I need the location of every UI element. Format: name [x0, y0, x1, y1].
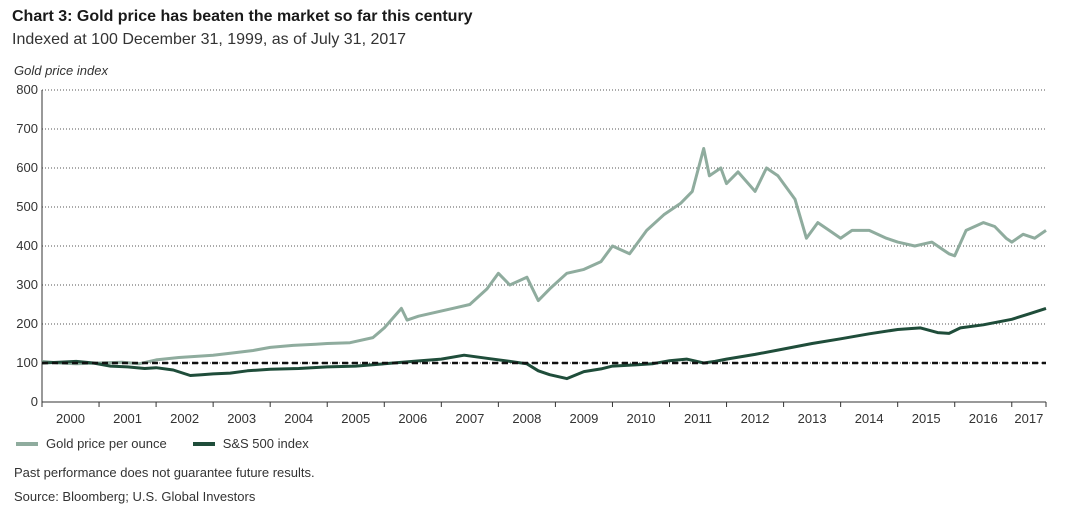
y-tick-label: 200 [16, 316, 38, 331]
x-tick-label: 2008 [512, 411, 541, 426]
x-tick-label: 2000 [56, 411, 85, 426]
legend-swatch-sp [192, 441, 215, 446]
x-tick-label: 2005 [341, 411, 370, 426]
y-tick-label: 600 [16, 160, 38, 175]
y-tick-label: 800 [16, 82, 38, 97]
x-tick-label: 2010 [627, 411, 656, 426]
legend-label-gold: Gold price per ounce [46, 436, 167, 451]
x-tick-label: 2001 [113, 411, 142, 426]
x-tick-label: 2004 [284, 411, 313, 426]
legend-label-sp: S&S 500 index [222, 436, 309, 451]
y-axis-label: Gold price index [14, 63, 108, 78]
disclaimer-note: Past performance does not guarantee futu… [14, 465, 315, 480]
legend-swatch-gold [16, 441, 38, 446]
y-tick-label: 500 [16, 199, 38, 214]
series-line-sp500 [41, 306, 1047, 381]
x-tick-label: 2015 [912, 411, 941, 426]
legend-item-gold: Gold price per ounce [16, 436, 167, 451]
x-tick-label: 2014 [855, 411, 884, 426]
x-tick-label: 2006 [398, 411, 427, 426]
x-tick-label: 2002 [170, 411, 199, 426]
y-tick-label: 400 [16, 238, 38, 253]
chart-title: Chart 3: Gold price has beaten the marke… [12, 8, 473, 25]
x-tick-label: 2017 [1014, 411, 1043, 426]
x-tick-label: 2016 [969, 411, 998, 426]
x-tick-label: 2003 [227, 411, 256, 426]
x-tick-label: 2009 [569, 411, 598, 426]
source-note: Source: Bloomberg; U.S. Global Investors [14, 489, 256, 504]
series-line-gold [41, 147, 1047, 366]
y-tick-label: 100 [16, 355, 38, 370]
y-tick-label: 0 [31, 394, 38, 409]
x-tick-label: 2011 [684, 411, 712, 426]
x-tick-label: 2013 [798, 411, 827, 426]
x-tick-label: 2007 [455, 411, 484, 426]
y-tick-label: 300 [16, 277, 38, 292]
y-tick-label: 700 [16, 121, 38, 136]
legend: Gold price per ounce S&S 500 index [16, 436, 309, 451]
chart-subtitle: Indexed at 100 December 31, 1999, as of … [12, 31, 407, 48]
x-tick-label: 2012 [741, 411, 770, 426]
legend-item-sp: S&S 500 index [192, 436, 309, 451]
